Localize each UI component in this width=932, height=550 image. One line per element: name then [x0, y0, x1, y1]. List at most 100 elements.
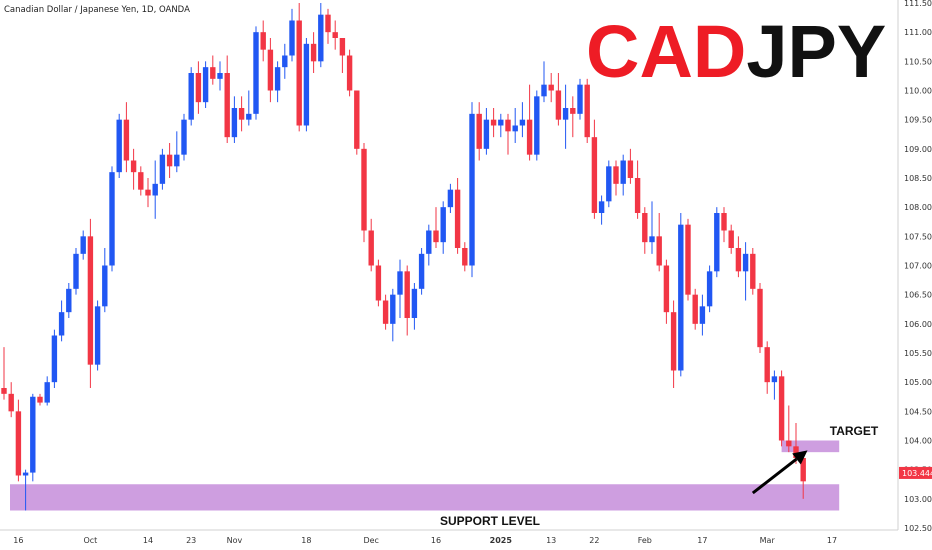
candle-body	[368, 230, 374, 266]
candle-body	[570, 108, 576, 114]
candle-body	[606, 166, 612, 202]
candle-body	[181, 119, 187, 155]
candle-body	[390, 294, 396, 324]
candle-body	[325, 14, 331, 33]
candle-body	[217, 73, 223, 79]
candle-body	[728, 230, 734, 248]
candle-body	[354, 90, 360, 149]
candle-body	[130, 160, 137, 173]
candle-body	[310, 43, 317, 62]
candle-body	[303, 43, 310, 126]
candle-body	[238, 108, 245, 120]
last-price-text: 103.444	[902, 469, 932, 478]
y-tick-label: 111.500	[904, 0, 932, 8]
candle-body	[498, 119, 504, 126]
candle-body	[627, 160, 634, 178]
candle-body	[620, 160, 626, 184]
candle-body	[102, 265, 108, 307]
y-tick-label: 109.000	[904, 145, 932, 154]
x-tick-label: 13	[546, 536, 556, 545]
x-tick-label: Dec	[363, 536, 378, 545]
candle-body	[260, 32, 266, 50]
y-tick-label: 105.500	[904, 349, 932, 358]
zone-0	[10, 484, 840, 511]
x-tick-label: Mar	[760, 536, 776, 545]
candle-body	[188, 73, 194, 120]
candle-body	[166, 154, 173, 167]
last-price-label: 103.444	[899, 466, 932, 479]
candle-body	[757, 288, 763, 348]
candle-body	[562, 108, 569, 120]
candle-body	[289, 20, 295, 56]
candle-body	[195, 73, 202, 103]
x-tick-label: 22	[589, 536, 599, 545]
candle-body	[505, 119, 511, 132]
candle-body	[318, 14, 324, 62]
zone-1	[781, 440, 840, 453]
candle-body	[706, 271, 713, 307]
candle-body	[469, 113, 475, 266]
candle-body	[699, 306, 706, 324]
x-tick-label: 14	[143, 536, 153, 545]
y-tick-label: 102.500	[904, 524, 932, 533]
x-tick-label: Oct	[83, 536, 97, 545]
candle-body	[66, 288, 72, 313]
candle-body	[339, 38, 346, 56]
y-tick-label: 104.500	[904, 407, 932, 416]
candle-body	[267, 49, 274, 91]
candle-body	[656, 236, 662, 266]
candle-body	[253, 32, 259, 114]
candle-body	[742, 253, 749, 272]
x-axis: 16 Oct 14 23 Nov 18 Dec 16 2025 13 22 Feb 17 Mar 17	[13, 536, 837, 545]
candle-body	[152, 183, 158, 196]
arrow-shaft	[751, 457, 798, 495]
candle-body	[404, 271, 410, 318]
symbol-header: Canadian Dollar / Japanese Yen, 1D, OAND…	[4, 5, 190, 15]
candle-body	[58, 312, 65, 336]
candle-body	[109, 172, 115, 266]
candle-body	[786, 440, 792, 447]
candle-body	[397, 271, 403, 295]
candle-body	[44, 382, 50, 403]
candle-body	[764, 347, 770, 383]
candle-body	[282, 55, 288, 68]
candle-body	[778, 376, 785, 441]
candle-body	[591, 137, 598, 213]
candle-body	[8, 393, 14, 412]
x-tick-label: 23	[186, 536, 196, 545]
candle-body	[447, 189, 454, 208]
candle-body	[642, 213, 648, 243]
target-label: TARGET	[830, 424, 879, 438]
support-level-label: SUPPORT LEVEL	[440, 514, 540, 528]
candle-body	[526, 119, 533, 155]
candle-body	[462, 248, 468, 266]
overlay-title-cad: CAD	[586, 10, 746, 93]
x-tick-label: 16	[13, 536, 23, 545]
x-tick-label: Feb	[638, 536, 652, 545]
candle-body	[274, 67, 281, 91]
y-tick-label: 109.500	[904, 116, 932, 125]
zones-layer	[10, 440, 840, 511]
candle-body	[375, 265, 382, 301]
y-tick-label: 105.000	[904, 378, 932, 387]
candle-body	[440, 207, 446, 243]
candle-body	[476, 113, 482, 149]
y-tick-label: 106.500	[904, 291, 932, 300]
y-tick-label: 104.000	[904, 437, 932, 446]
candle-body	[30, 396, 36, 473]
arrow-head	[792, 450, 808, 465]
y-tick-label: 106.000	[904, 320, 932, 329]
candle-body	[361, 148, 367, 231]
candle-body	[37, 396, 43, 403]
candle-body	[418, 253, 425, 289]
candle-body	[685, 224, 691, 295]
candle-body	[541, 84, 547, 97]
y-tick-label: 107.500	[904, 232, 932, 241]
overlay-title: CADJPY	[586, 10, 886, 93]
x-tick-label: 17	[697, 536, 707, 545]
candle-body	[714, 213, 720, 272]
candle-body	[174, 154, 180, 167]
candle-body	[296, 20, 302, 126]
candle-body	[332, 32, 338, 38]
